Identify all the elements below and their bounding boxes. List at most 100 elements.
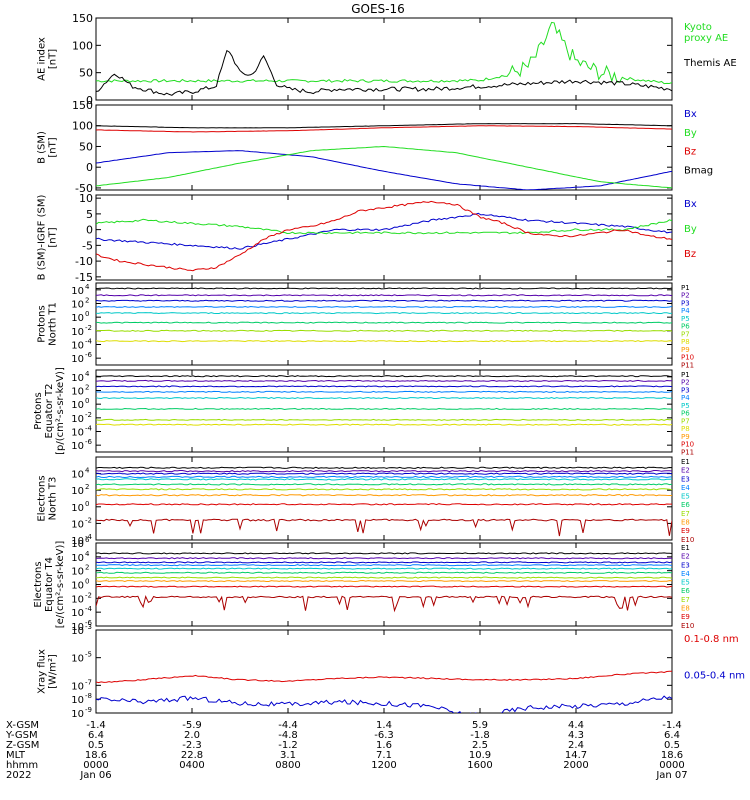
panel-frame: [95, 456, 673, 541]
series-e4: [96, 564, 672, 567]
series-group: [96, 670, 672, 713]
series-e8: [96, 579, 672, 583]
x-axis-annotation: X-GSM -1.4 -5.9 -4.4 1.4 5.9 4.4 -1.4 Y-GSM 6.4 2.…: [5, 720, 688, 781]
legend-label: E6: [681, 501, 690, 509]
y-axis-label: [e/(cm²-s-sr-keV)]: [55, 541, 66, 629]
y-tick-label: 50: [79, 67, 93, 80]
series-e1: [96, 466, 672, 469]
y-tick-label: 0: [86, 224, 93, 237]
legend-label: E3: [681, 561, 690, 569]
y-tick-label: -10: [75, 255, 93, 268]
y-tick-exponent: 0: [85, 500, 89, 508]
y-tick-exponent: -2: [85, 324, 92, 332]
y-axis-label: [nT]: [48, 49, 59, 69]
x-axis-row-label: Z-GSM: [6, 740, 39, 751]
y-tick-exponent: 6: [85, 536, 90, 544]
y-tick-label: 10: [71, 341, 84, 352]
y-axis-label: [W/m²]: [48, 654, 59, 689]
y-tick-label: 10: [71, 539, 84, 550]
x-axis-tick-label: -1.2: [278, 740, 298, 751]
legend-label: P9: [681, 346, 690, 354]
series-p6: [96, 407, 672, 411]
legend-label: E7: [681, 596, 690, 604]
y-tick-label: 0: [86, 94, 93, 107]
y-tick-label: 10: [71, 428, 84, 439]
series-bx: [96, 150, 672, 190]
panel-frame: [95, 17, 673, 101]
x-axis-year: 2022: [6, 770, 31, 781]
series-p2: [96, 294, 672, 297]
y-tick-exponent: -3: [85, 623, 92, 631]
panel-2: -50 0 50 100 150 B (SM) [nT] Bx By Bz Bmag: [37, 99, 714, 195]
series-e5: [96, 567, 672, 570]
series-p4: [96, 390, 672, 393]
y-tick-label: 10: [71, 608, 84, 619]
series-p1: [96, 375, 672, 378]
series-p8: [96, 340, 672, 343]
x-axis-row-label: hhmm: [6, 760, 38, 771]
y-tick-label: 5: [86, 208, 93, 221]
y-tick-exponent: 2: [85, 297, 89, 305]
legend-label: E5: [681, 493, 690, 501]
y-axis-label: Equator T2: [44, 384, 55, 439]
legend-label: P7: [681, 330, 690, 338]
y-tick-exponent: 4: [85, 370, 90, 378]
y-tick-label: 10: [71, 622, 84, 633]
y-tick-label: 100: [72, 120, 93, 133]
legend-label: P8: [681, 338, 690, 346]
y-axis-label: B (SM): [37, 131, 48, 164]
legend-label: P9: [681, 433, 690, 441]
x-axis-tick-label: 14.7: [565, 750, 587, 761]
series-bmag: [96, 123, 672, 129]
y-tick-exponent: -6: [85, 438, 93, 446]
series-p3: [96, 299, 672, 302]
y-tick-label: 10: [71, 626, 84, 637]
x-axis-tick-label: 6.4: [664, 730, 680, 741]
y-axis-label: Equator T4: [44, 557, 55, 612]
y-tick-exponent: -6: [85, 351, 93, 359]
series-e10: [96, 518, 672, 537]
series-e4: [96, 475, 672, 479]
legend-label: P3: [681, 386, 690, 394]
y-tick-exponent: -4: [85, 533, 93, 541]
series-bz: [96, 125, 672, 133]
series-by: [96, 218, 672, 235]
panel-frame: [95, 369, 673, 453]
x-axis-tick-label: -1.4: [662, 720, 682, 731]
series-p7: [96, 329, 672, 332]
y-tick-label: 10: [71, 695, 84, 706]
x-axis-tick-label: -4.4: [278, 720, 298, 731]
x-axis-tick-label: 0000: [83, 760, 108, 771]
legend-label: E10: [681, 622, 694, 630]
y-tick-exponent: -7: [85, 678, 92, 686]
panel-frame: [95, 542, 673, 627]
series-p3: [96, 385, 672, 388]
y-tick-label: 150: [72, 99, 93, 112]
legend-label: P2: [681, 292, 690, 300]
y-tick-exponent: -5: [85, 651, 92, 659]
legend-label: By: [684, 128, 697, 139]
y-tick-label: 10: [71, 681, 84, 692]
legend-label: E5: [681, 579, 690, 587]
panel-frame: [95, 104, 673, 191]
x-axis-tick-label: 5.9: [472, 720, 488, 731]
y-axis-label: Electrons: [37, 475, 48, 521]
panel-frame: [95, 194, 673, 281]
y-tick-label: 10: [71, 373, 84, 384]
x-axis-tick-label: 6.4: [88, 730, 104, 741]
x-axis-tick-label: 0.5: [664, 740, 680, 751]
legend-label: Themis AE: [683, 58, 737, 69]
y-tick-exponent: 2: [85, 483, 89, 491]
y-tick-exponent: 0: [85, 578, 89, 586]
series-e8: [96, 494, 672, 497]
x-axis-tick-label: 1200: [371, 760, 396, 771]
y-tick-exponent: 2: [85, 564, 89, 572]
series-kyoto-proxy-ae: [96, 21, 672, 85]
legend-label: E3: [681, 475, 690, 483]
x-axis-tick-label: 1.6: [376, 740, 392, 751]
legend-label: P5: [681, 315, 690, 323]
y-tick-exponent: -4: [85, 338, 93, 346]
series-by: [96, 145, 672, 189]
legend-label: Bx: [684, 109, 697, 120]
